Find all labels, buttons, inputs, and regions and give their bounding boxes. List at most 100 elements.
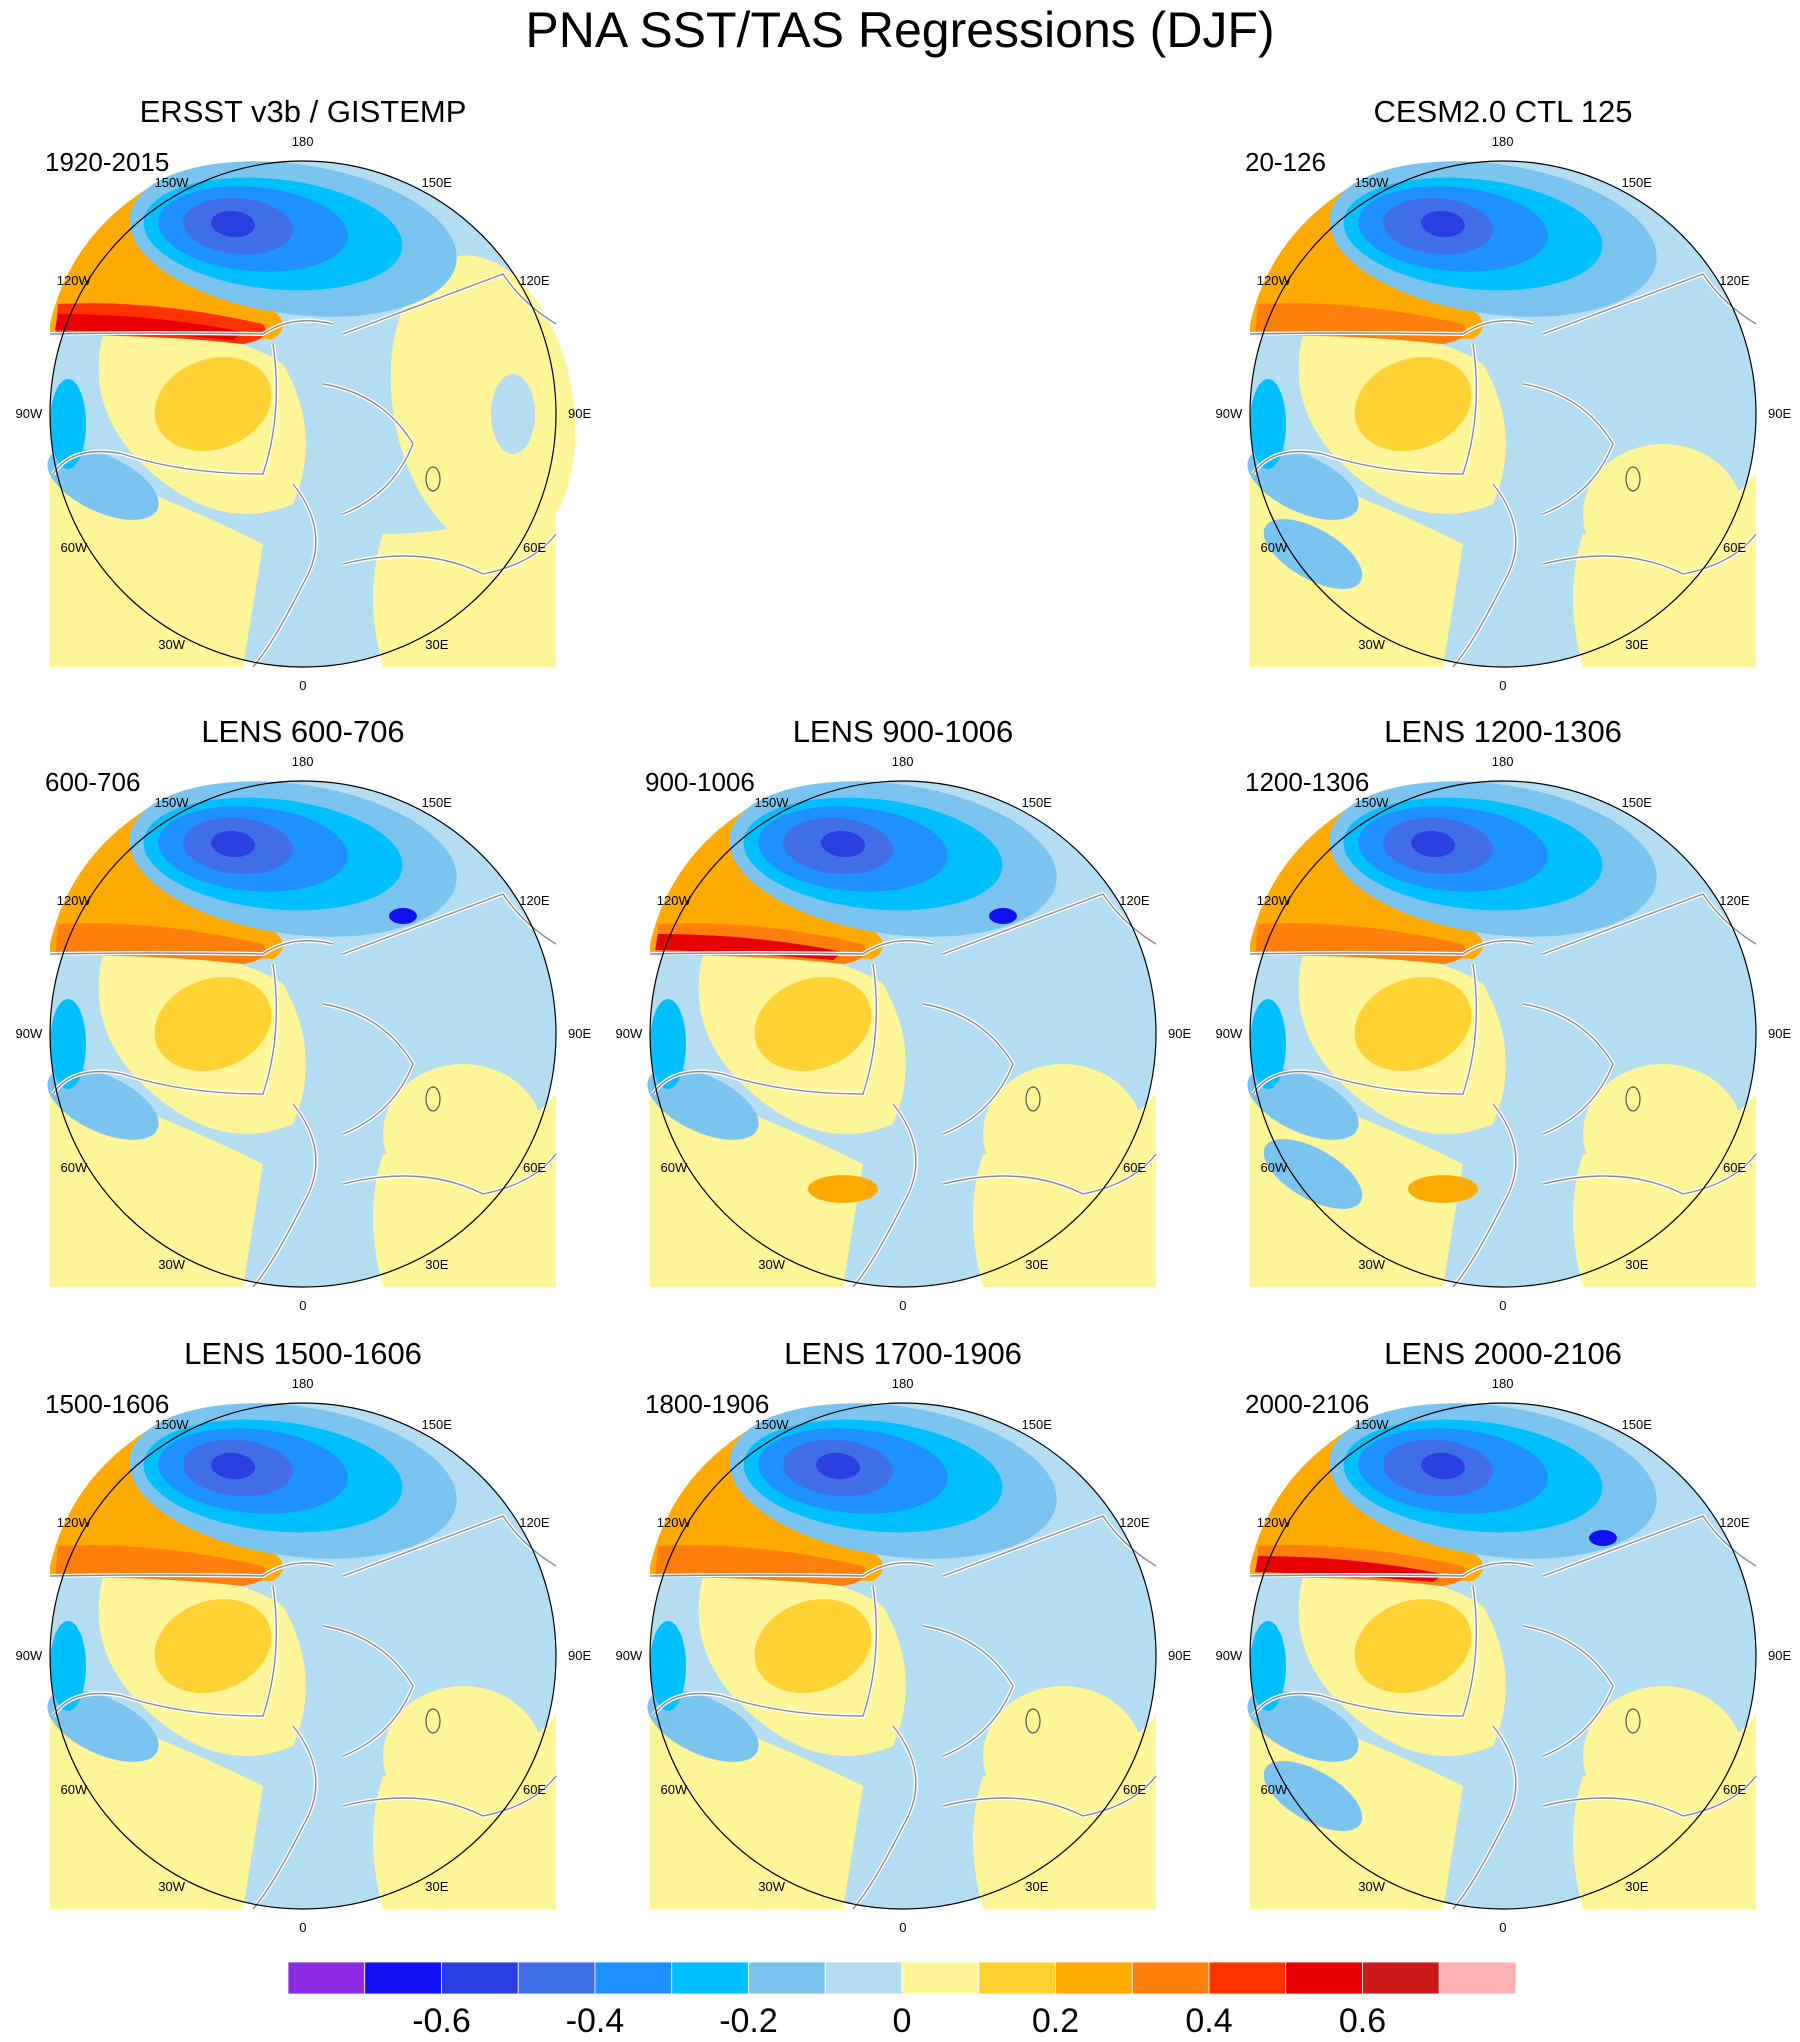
cold-anomaly-labrador bbox=[50, 1621, 86, 1711]
longitude-label-180: 180 bbox=[1491, 1376, 1514, 1391]
longitude-label-120e: 120E bbox=[1719, 1514, 1750, 1530]
panel-period: 2000-2106 bbox=[1245, 1389, 1370, 1419]
map-panel-lens900 bbox=[647, 780, 1158, 1289]
longitude-label-120e: 120E bbox=[1719, 892, 1750, 908]
longitude-label-180: 180 bbox=[291, 754, 314, 769]
panel-title: LENS 900-1006 bbox=[792, 714, 1014, 749]
panel-period: 1500-1606 bbox=[45, 1389, 170, 1419]
map-boundary bbox=[49, 160, 557, 668]
negative-anomaly-small bbox=[491, 374, 535, 454]
map-boundary bbox=[1249, 780, 1757, 1288]
longitude-label-60w: 60W bbox=[60, 539, 88, 555]
cold-anomaly-atlantic bbox=[1247, 1068, 1359, 1140]
cold-anomaly-center bbox=[211, 1452, 255, 1480]
cold-anomaly-center bbox=[211, 210, 255, 238]
positive-anomaly-eurasia bbox=[1583, 1064, 1743, 1204]
cold-anomaly-labrador bbox=[50, 999, 86, 1089]
longitude-label-0: 0 bbox=[299, 678, 307, 693]
longitude-label-90w: 90W bbox=[15, 1026, 43, 1041]
longitude-label-120e: 120E bbox=[1719, 272, 1750, 288]
map-panel-lens1500 bbox=[47, 1402, 558, 1911]
cold-anomaly-okhotsk bbox=[1589, 1530, 1617, 1546]
longitude-label-30w: 30W bbox=[1358, 1879, 1385, 1895]
longitude-label-150w: 150W bbox=[1354, 174, 1389, 190]
panel-period: 1200-1306 bbox=[1245, 767, 1370, 797]
warm-anomaly-canada bbox=[1354, 1598, 1472, 1694]
map-panel-obs bbox=[47, 160, 576, 669]
map-boundary bbox=[49, 1402, 557, 1910]
longitude-label-30w: 30W bbox=[158, 637, 185, 653]
map-panel-ctl bbox=[1247, 160, 1758, 669]
panel-title: ERSST v3b / GISTEMP bbox=[139, 94, 467, 129]
positive-anomaly-eurasia bbox=[1583, 1686, 1743, 1826]
longitude-label-150e: 150E bbox=[421, 174, 452, 190]
map-boundary bbox=[1249, 1402, 1757, 1910]
longitude-label-150e: 150E bbox=[1621, 1416, 1652, 1432]
longitude-label-60e: 60E bbox=[522, 1781, 547, 1797]
panel-period: 20-126 bbox=[1245, 147, 1326, 177]
positive-anomaly-south bbox=[650, 1074, 1156, 1287]
longitude-label-30e: 30E bbox=[1625, 1879, 1649, 1895]
longitude-label-150w: 150W bbox=[754, 1416, 789, 1432]
longitude-label-30e: 30E bbox=[425, 637, 449, 653]
cold-anomaly-center bbox=[1411, 830, 1455, 858]
longitude-label-90e: 90E bbox=[1168, 1026, 1192, 1041]
longitude-label-30w: 30W bbox=[158, 1257, 185, 1273]
panel-title: LENS 600-706 bbox=[201, 714, 405, 749]
longitude-label-150e: 150E bbox=[421, 1416, 452, 1432]
longitude-label-60e: 60E bbox=[1122, 1781, 1147, 1797]
longitude-label-0: 0 bbox=[299, 1298, 307, 1313]
coastline bbox=[649, 893, 1157, 1288]
longitude-label-0: 0 bbox=[299, 1920, 307, 1935]
map-boundary bbox=[1249, 160, 1757, 668]
cold-anomaly-atlantic bbox=[647, 1690, 759, 1762]
positive-anomaly-south bbox=[50, 1074, 556, 1287]
longitude-label-120e: 120E bbox=[519, 892, 550, 908]
longitude-label-120w: 120W bbox=[1256, 1514, 1291, 1530]
longitude-label-30e: 30E bbox=[1625, 637, 1649, 653]
coastline bbox=[1249, 273, 1757, 668]
map-boundary bbox=[649, 780, 1157, 1288]
map-panel-lens1200 bbox=[1247, 780, 1758, 1289]
longitude-label-60e: 60E bbox=[1722, 1781, 1747, 1797]
map-boundary bbox=[49, 780, 557, 1288]
positive-anomaly-eurasia bbox=[390, 255, 576, 553]
longitude-label-150w: 150W bbox=[154, 1416, 189, 1432]
caspian-outline bbox=[425, 466, 441, 492]
longitude-label-30w: 30W bbox=[758, 1879, 785, 1895]
coastline bbox=[49, 893, 557, 1288]
longitude-label-150e: 150E bbox=[1021, 794, 1052, 810]
coastline bbox=[649, 1515, 1157, 1910]
positive-anomaly-south bbox=[650, 1696, 1156, 1909]
longitude-label-150e: 150E bbox=[1621, 794, 1652, 810]
coastline bbox=[1249, 1515, 1757, 1910]
positive-anomaly-eurasia bbox=[983, 1064, 1143, 1204]
panel-title: LENS 2000-2106 bbox=[1384, 1336, 1622, 1371]
positive-anomaly-south bbox=[1250, 454, 1756, 667]
longitude-label-90e: 90E bbox=[1168, 1648, 1192, 1663]
longitude-label-0: 0 bbox=[1499, 1920, 1507, 1935]
longitude-label-180: 180 bbox=[891, 754, 914, 769]
longitude-label-60w: 60W bbox=[660, 1159, 688, 1175]
longitude-label-180: 180 bbox=[291, 1376, 314, 1391]
cold-anomaly-labrador bbox=[1250, 1621, 1286, 1711]
warm-anomaly-canada bbox=[754, 976, 872, 1072]
cold-anomaly-labrador bbox=[1250, 999, 1286, 1089]
map-panel-lens600 bbox=[47, 780, 558, 1289]
longitude-label-180: 180 bbox=[291, 134, 314, 149]
cold-anomaly-subtropics bbox=[1263, 1139, 1363, 1209]
longitude-label-180: 180 bbox=[891, 1376, 914, 1391]
positive-anomaly-eurasia bbox=[383, 1064, 543, 1204]
longitude-label-150w: 150W bbox=[154, 174, 189, 190]
longitude-label-150w: 150W bbox=[154, 794, 189, 810]
longitude-label-30w: 30W bbox=[758, 1257, 785, 1273]
positive-anomaly-eurasia bbox=[983, 1686, 1143, 1826]
warm-anomaly-atlantic bbox=[1408, 1175, 1478, 1203]
caspian-outline bbox=[1625, 1086, 1641, 1112]
longitude-label-120w: 120W bbox=[56, 272, 91, 288]
positive-anomaly-south bbox=[1250, 1696, 1756, 1909]
longitude-label-30w: 30W bbox=[1358, 1257, 1385, 1273]
longitude-label-30e: 30E bbox=[425, 1257, 449, 1273]
